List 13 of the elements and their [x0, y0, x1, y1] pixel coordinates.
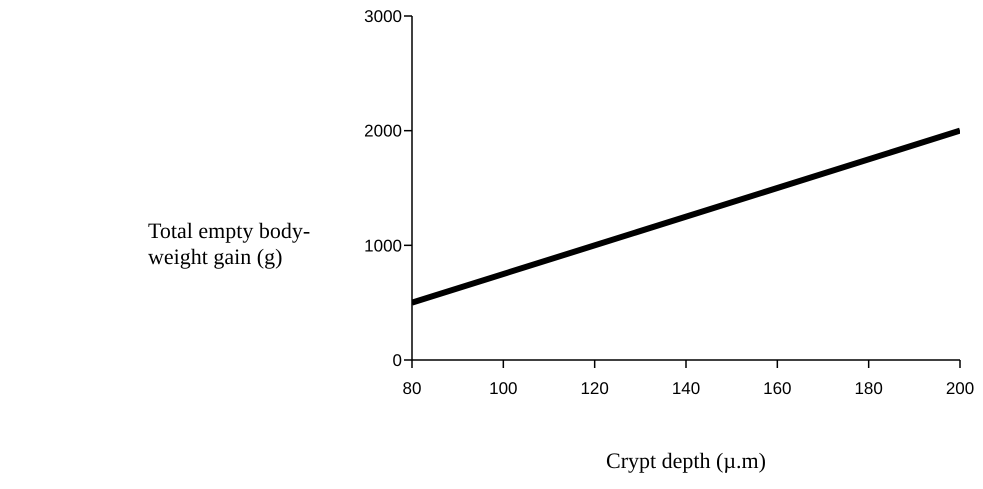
y-tick-label: 1000 — [364, 236, 402, 256]
y-tick-label: 3000 — [364, 7, 402, 26]
y-axis-title: Total empty body-weight gain (g) — [148, 218, 312, 270]
x-tick-label: 80 — [402, 379, 422, 398]
x-tick-label: 160 — [763, 379, 792, 398]
x-tick-label: 180 — [854, 379, 883, 398]
x-tick-label: 140 — [672, 379, 700, 398]
x-axis-title: Crypt depth (µ.m) — [605, 448, 767, 474]
x-tick-label: 100 — [489, 379, 518, 398]
x-tick-label: 200 — [946, 379, 974, 398]
y-tick-label: 2000 — [364, 122, 402, 141]
x-tick-label: 120 — [580, 379, 609, 398]
y-tick-label: 0 — [392, 351, 402, 370]
